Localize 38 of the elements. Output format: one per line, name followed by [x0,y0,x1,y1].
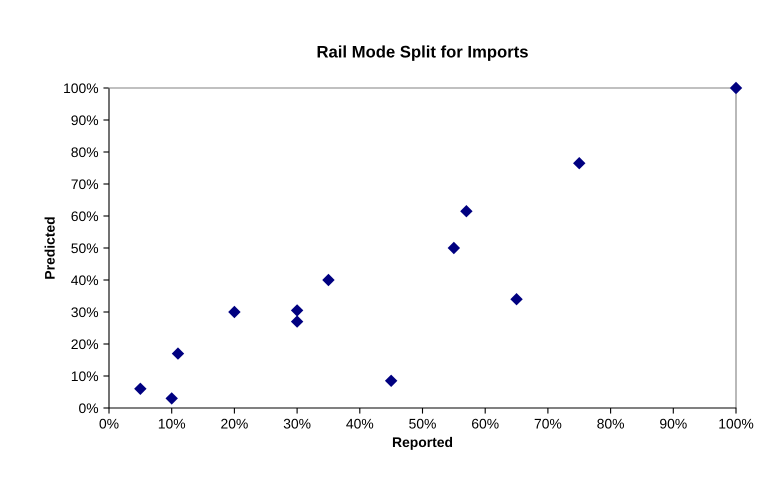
point [460,204,473,218]
point [172,347,184,360]
x-tick-label: 90% [660,418,687,429]
y-axis-title: Predicted [44,217,55,279]
x-tick-label: 100% [719,418,754,429]
y-tick-label: 10% [72,371,98,382]
point [290,315,304,328]
y-tick-label: 60% [71,211,98,222]
x-axis-title: Reported [392,436,452,450]
y-tick-label: 20% [71,339,98,350]
y-tick-label: 0% [79,403,98,414]
y-tick-label: 90% [71,115,98,126]
y-tick-label: 30% [71,307,98,318]
point [573,156,586,170]
y-tick-label: 80% [71,147,98,158]
point [165,392,178,405]
x-tick-label: 10% [158,418,186,429]
x-tick-label: 60% [472,418,499,429]
chart-title: Rail Mode Split for Imports [318,45,528,61]
point [290,304,304,317]
y-tick-label: 70% [72,179,98,190]
y-tick-label: 50% [71,243,98,254]
y-tick-label: 100% [64,83,98,94]
x-tick-label: 30% [284,418,311,429]
point [730,82,742,94]
point [228,306,241,318]
point [448,242,460,254]
x-tick-label: 50% [409,418,436,429]
x-tick-label: 0% [100,418,119,429]
x-tick-label: 40% [346,418,374,429]
point [510,292,523,306]
x-tick-label: 70% [534,418,562,429]
x-tick-label: 20% [221,418,248,429]
point [134,382,147,396]
point [322,274,335,286]
point [384,374,398,388]
y-tick-label: 40% [71,275,98,286]
x-tick-label: 80% [597,418,624,429]
